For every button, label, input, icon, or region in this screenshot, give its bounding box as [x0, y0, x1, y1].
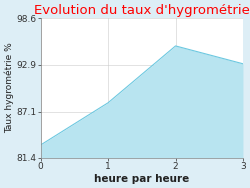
X-axis label: heure par heure: heure par heure [94, 174, 190, 184]
Y-axis label: Taux hygrométrie %: Taux hygrométrie % [4, 43, 14, 133]
Title: Evolution du taux d'hygrométrie: Evolution du taux d'hygrométrie [34, 4, 250, 17]
